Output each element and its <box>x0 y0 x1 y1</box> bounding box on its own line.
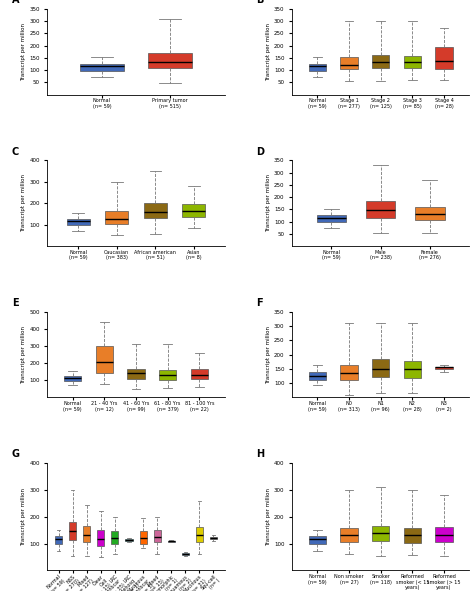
Text: E: E <box>12 298 18 309</box>
PathPatch shape <box>111 531 118 544</box>
PathPatch shape <box>196 527 203 542</box>
PathPatch shape <box>435 527 453 542</box>
PathPatch shape <box>126 540 133 541</box>
PathPatch shape <box>182 204 205 217</box>
PathPatch shape <box>435 47 453 69</box>
PathPatch shape <box>309 536 326 544</box>
PathPatch shape <box>154 530 161 542</box>
PathPatch shape <box>105 212 128 223</box>
PathPatch shape <box>309 63 326 71</box>
PathPatch shape <box>403 361 421 378</box>
PathPatch shape <box>191 369 208 379</box>
Text: C: C <box>12 147 19 157</box>
PathPatch shape <box>67 219 90 225</box>
PathPatch shape <box>80 63 124 71</box>
PathPatch shape <box>366 201 395 218</box>
PathPatch shape <box>372 359 389 378</box>
PathPatch shape <box>309 372 326 380</box>
PathPatch shape <box>69 521 76 540</box>
Text: A: A <box>12 0 19 5</box>
Y-axis label: Transcript per million: Transcript per million <box>21 23 27 81</box>
PathPatch shape <box>340 57 358 69</box>
Y-axis label: Transcript per million: Transcript per million <box>21 174 27 232</box>
PathPatch shape <box>317 215 346 222</box>
PathPatch shape <box>210 537 217 540</box>
Text: H: H <box>256 449 264 459</box>
PathPatch shape <box>340 528 358 541</box>
PathPatch shape <box>159 371 176 380</box>
Text: B: B <box>256 0 264 5</box>
Y-axis label: Transcript per million: Transcript per million <box>21 326 27 384</box>
PathPatch shape <box>435 366 453 369</box>
Text: G: G <box>12 449 20 459</box>
PathPatch shape <box>128 369 145 379</box>
Y-axis label: Transcript per million: Transcript per million <box>266 488 271 545</box>
PathPatch shape <box>372 55 389 69</box>
PathPatch shape <box>372 525 389 541</box>
Text: F: F <box>256 298 263 309</box>
PathPatch shape <box>96 346 113 372</box>
PathPatch shape <box>340 365 358 380</box>
Y-axis label: Transcript per million: Transcript per million <box>21 488 27 545</box>
Y-axis label: Transcript per million: Transcript per million <box>266 23 271 81</box>
PathPatch shape <box>415 207 445 220</box>
PathPatch shape <box>182 553 189 555</box>
PathPatch shape <box>83 526 91 541</box>
PathPatch shape <box>148 53 192 69</box>
Text: D: D <box>256 147 264 157</box>
PathPatch shape <box>97 530 104 545</box>
PathPatch shape <box>139 531 146 544</box>
Y-axis label: Transcript per million: Transcript per million <box>266 174 271 232</box>
PathPatch shape <box>55 536 62 544</box>
PathPatch shape <box>403 528 421 543</box>
PathPatch shape <box>144 203 167 217</box>
PathPatch shape <box>403 56 421 69</box>
PathPatch shape <box>64 376 82 381</box>
Y-axis label: Transcript per million: Transcript per million <box>266 326 271 384</box>
